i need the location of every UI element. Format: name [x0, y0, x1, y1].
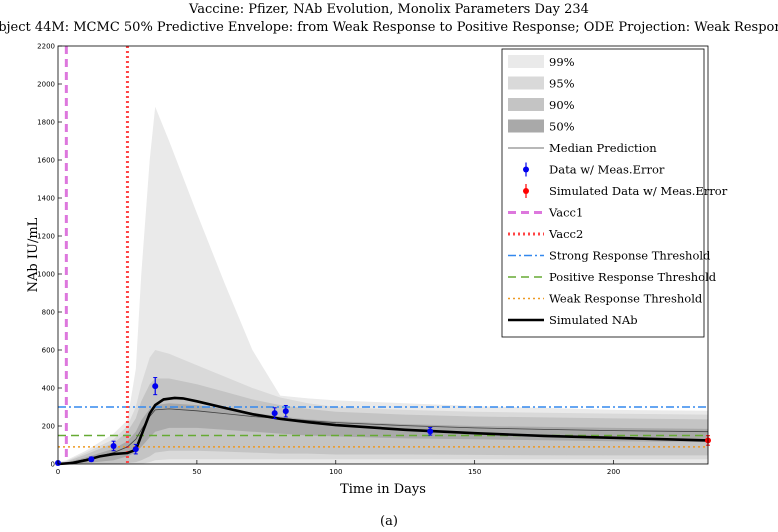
chart-title-line2: Subject 44M: MCMC 50% Predictive Envelop… — [0, 20, 778, 35]
plot-area — [55, 46, 711, 467]
series-lines — [57, 396, 709, 466]
legend-label: Simulated NAb — [549, 313, 638, 327]
data-point-5 — [271, 407, 278, 419]
legend-swatch — [508, 55, 544, 68]
legend-item-simulated-nab: Simulated NAb — [508, 313, 638, 327]
y-tick-label: 400 — [42, 385, 55, 393]
y-tick-label: 2200 — [37, 43, 55, 51]
data-point-2 — [110, 440, 117, 452]
legend-label: Positive Response Threshold — [549, 270, 717, 284]
data-point-marker — [88, 456, 95, 463]
data-point-3 — [132, 443, 139, 455]
legend-box — [501, 48, 705, 338]
x-axis-label: Time in Days — [340, 482, 426, 497]
band-90 — [58, 378, 708, 464]
x-tick-label: 150 — [468, 468, 481, 476]
x-tick-label: 200 — [607, 468, 620, 476]
legend-label: 50% — [549, 120, 575, 134]
x-tick-label: 100 — [329, 468, 342, 476]
legend: 99% 95% 90% 50% Median Prediction Data w/ Mea… — [501, 48, 728, 338]
y-axis-label: NAb IU/mL — [26, 217, 41, 292]
chart-title-line1: Vaccine: Pfizer, NAb Evolution, Monolix … — [188, 2, 589, 17]
data-point-marker — [152, 383, 159, 390]
legend-swatch — [508, 98, 544, 111]
legend-item-simulated-data-w-meas-error: Simulated Data w/ Meas.Error — [523, 184, 728, 198]
legend-item-vacc1: Vacc1 — [508, 206, 583, 220]
data-point-1 — [88, 456, 95, 463]
legend-item-strong-response-threshold: Strong Response Threshold — [508, 249, 711, 263]
x-tick-label: 50 — [192, 468, 201, 476]
y-tick-label: 1800 — [37, 119, 55, 127]
data-point-6 — [282, 404, 289, 418]
data-point-7 — [427, 427, 434, 436]
legend-item-50: 50% — [508, 119, 575, 134]
legend-label: Weak Response Threshold — [549, 292, 703, 306]
legend-label: 90% — [549, 98, 575, 112]
legend-label: Median Prediction — [549, 141, 657, 155]
y-tick-label: 1000 — [37, 271, 55, 279]
y-tick-label: 2000 — [37, 81, 55, 89]
legend-label: 99% — [549, 55, 575, 69]
series-median-prediction — [57, 408, 709, 465]
legend-marker — [523, 188, 529, 194]
band-50 — [58, 403, 708, 464]
y-tick-label: 1400 — [37, 195, 55, 203]
y-tick-label: 600 — [42, 347, 55, 355]
legend-label: Vacc1 — [548, 206, 583, 220]
legend-label: Vacc2 — [548, 227, 583, 241]
x-tick-label: 0 — [56, 468, 60, 476]
plot-frame — [57, 45, 709, 465]
y-tick-label: 0 — [51, 461, 55, 469]
legend-item-median-prediction: Median Prediction — [508, 141, 657, 155]
data-point-4 — [152, 377, 159, 396]
y-tick-label: 1600 — [37, 157, 55, 165]
legend-item-weak-response-threshold: Weak Response Threshold — [508, 292, 703, 306]
y-tick-label: 1200 — [37, 233, 55, 241]
legend-label: 95% — [549, 77, 575, 91]
axis-ticks: 0 50 100 150 2000200400600800100012001400160… — [37, 43, 620, 477]
y-tick-label: 800 — [42, 309, 55, 317]
legend-item-90: 90% — [508, 98, 575, 112]
data-point-marker — [110, 442, 117, 449]
y-tick-label: 200 — [42, 423, 55, 431]
legend-item-95: 95% — [508, 76, 575, 91]
reference-lines — [58, 46, 708, 464]
legend-item-positive-response-threshold: Positive Response Threshold — [508, 270, 717, 284]
legend-swatch — [508, 76, 544, 90]
series-simulated-nab — [57, 396, 709, 466]
data-point-marker — [132, 446, 139, 453]
data-point-marker — [282, 408, 289, 415]
data-point-marker — [427, 428, 434, 435]
legend-marker — [523, 166, 529, 173]
legend-item-data-w-meas-error: Data w/ Meas.Error — [523, 162, 665, 177]
legend-label: Strong Response Threshold — [549, 249, 711, 263]
band-99 — [58, 106, 708, 465]
legend-label: Simulated Data w/ Meas.Error — [549, 184, 728, 198]
legend-item-99: 99% — [508, 55, 575, 69]
legend-item-vacc2: Vacc2 — [508, 227, 583, 241]
legend-label: Data w/ Meas.Error — [549, 163, 665, 177]
legend-swatch — [508, 119, 544, 133]
data-point-marker — [271, 410, 278, 417]
figure-caption: (a) — [380, 514, 398, 529]
